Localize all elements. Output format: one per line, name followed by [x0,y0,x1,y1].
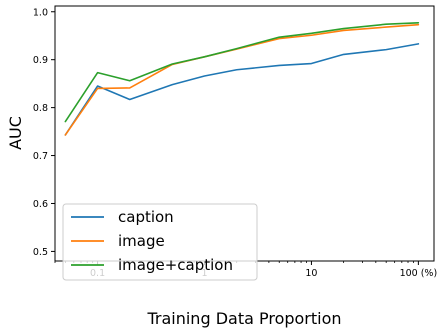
x-tick-label: 100 (%) [400,268,438,279]
legend-label: image+caption [118,256,233,274]
y-tick-label: 0.9 [33,55,48,66]
x-tick-label: 10 [305,268,317,279]
legend-box [62,203,258,281]
legend-label: caption [118,208,174,226]
y-tick-label: 0.6 [33,199,48,210]
y-tick-label: 0.8 [33,103,48,114]
x-axis-title: Training Data Proportion [146,309,341,328]
y-axis-ticks: 0.5 0.6 0.7 0.8 0.9 1.0 [33,7,55,258]
series-lines [64,21,420,136]
y-tick-label: 0.7 [33,151,48,162]
y-axis-title: AUC [6,116,25,150]
y-tick-label: 1.0 [33,7,48,18]
legend-label: image [118,232,165,250]
series-line-image-caption [64,21,420,123]
y-tick-label: 0.5 [33,247,48,258]
legend: caption image image+caption [62,203,258,281]
series-line-caption [64,43,420,136]
